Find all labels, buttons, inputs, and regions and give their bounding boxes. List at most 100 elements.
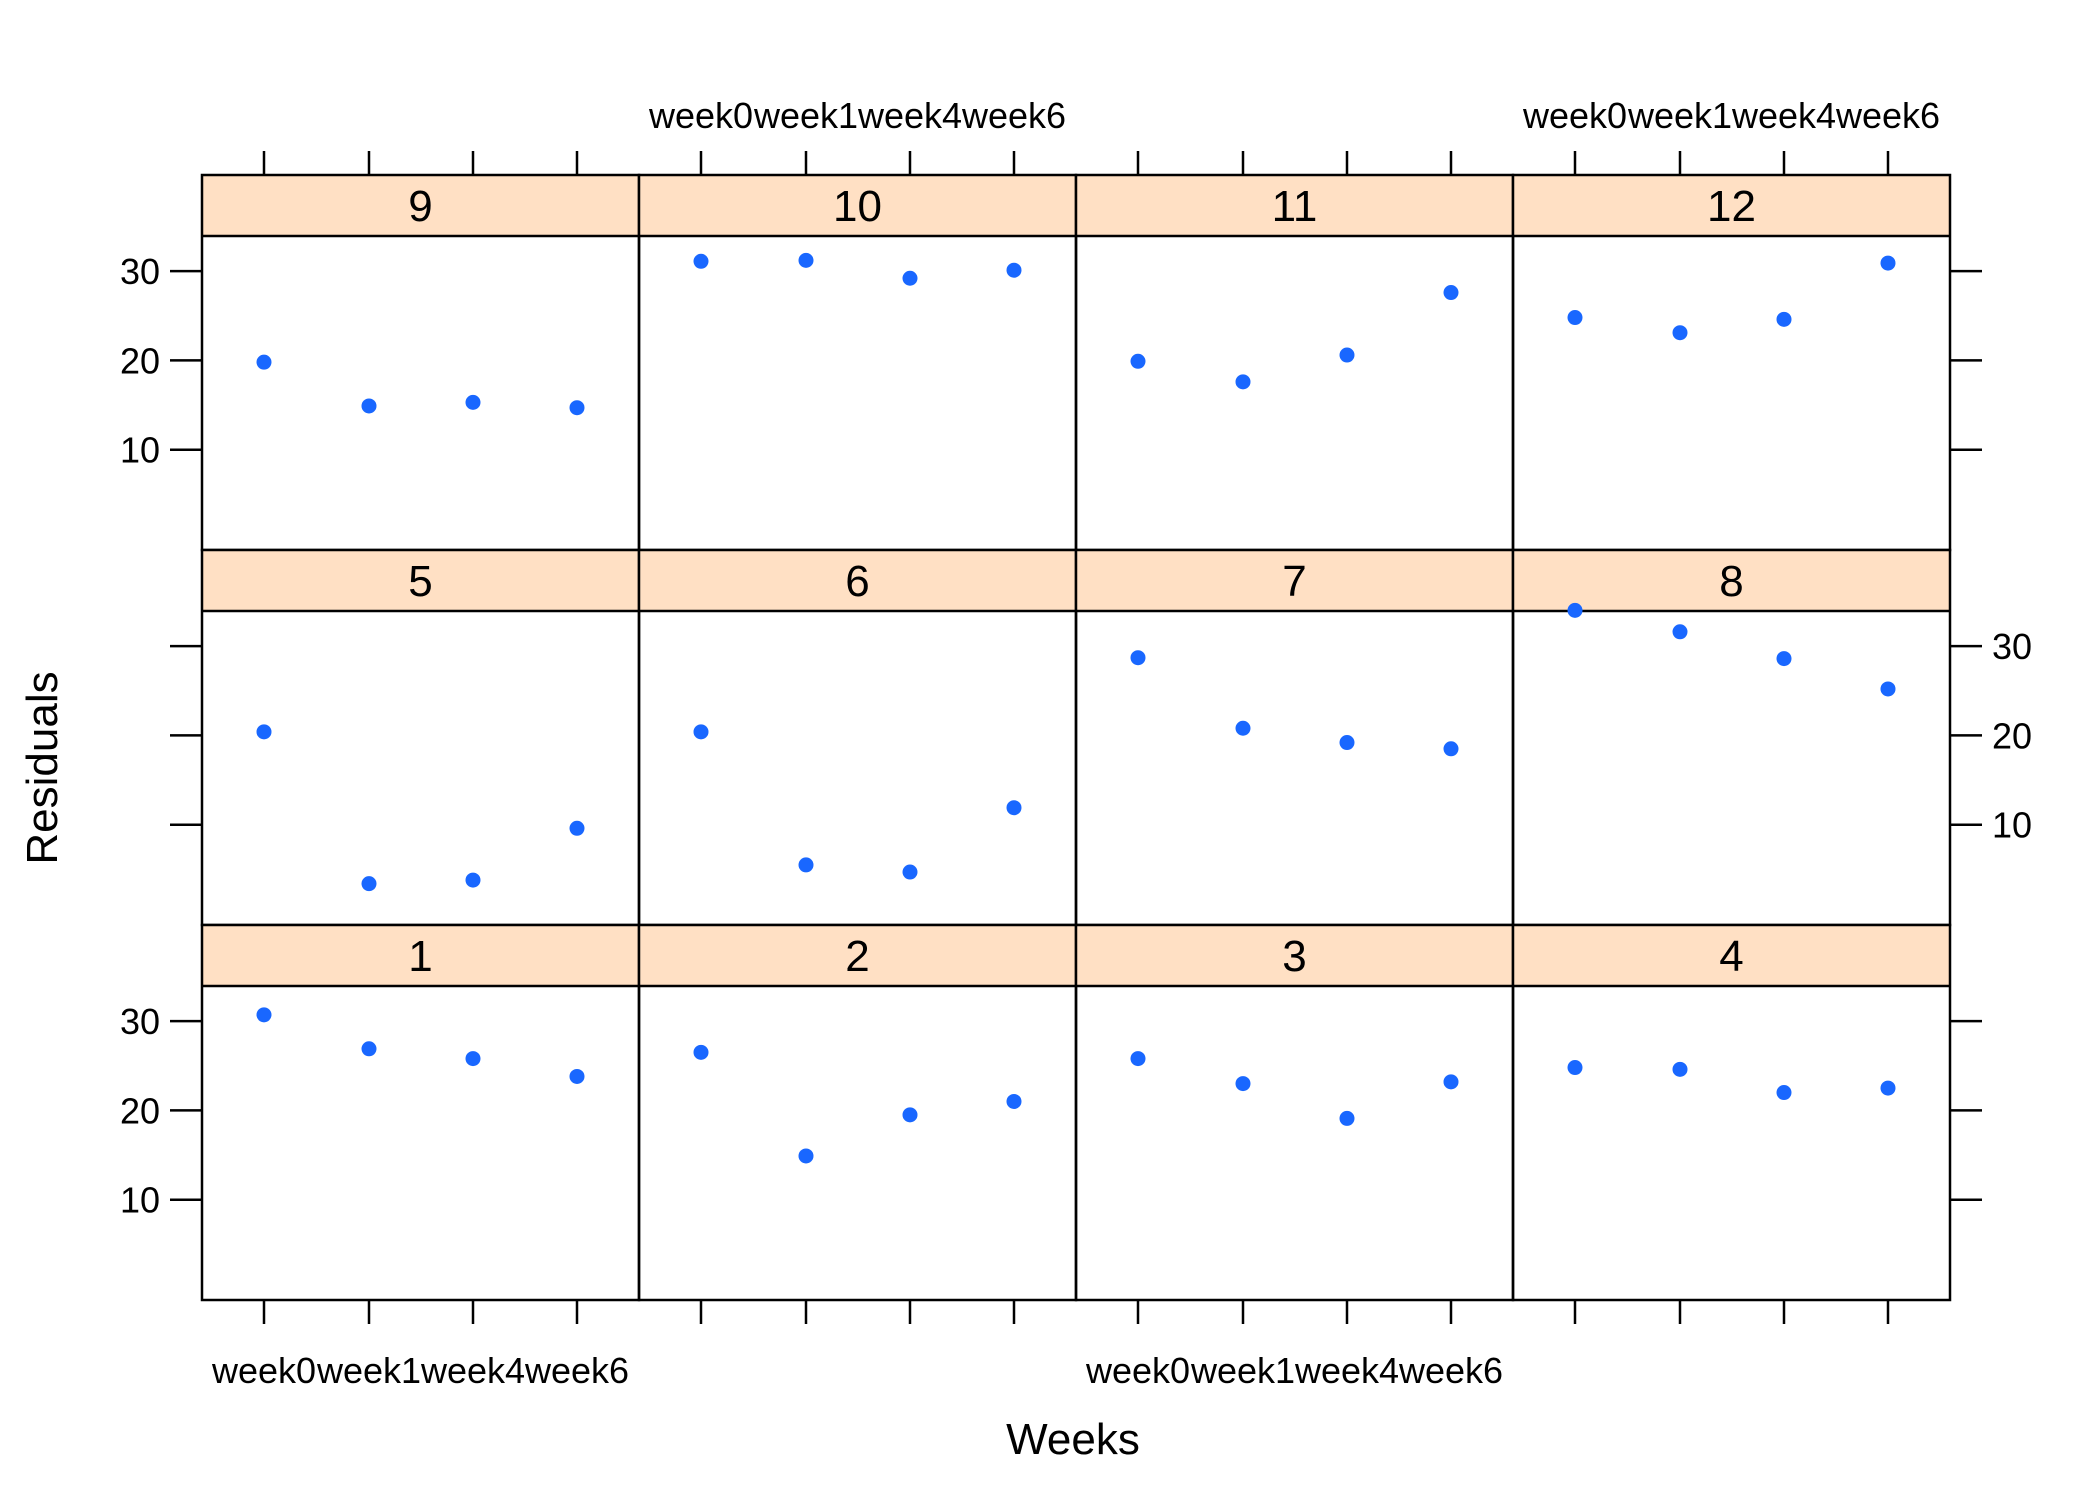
panels-layer: 9 10 11 125 6 7 81 2 3 4	[200, 173, 1952, 1302]
strip-label: 6	[845, 557, 869, 606]
data-point	[798, 1148, 814, 1164]
data-point	[465, 394, 481, 410]
x-tick-label: week4	[857, 95, 962, 136]
data-point	[902, 1107, 918, 1123]
data-point	[902, 270, 918, 286]
data-point	[1880, 1080, 1896, 1096]
x-tick-label: week6	[524, 1350, 629, 1391]
data-point	[465, 1051, 481, 1067]
y-tick-label: 20	[1992, 715, 2032, 756]
x-axis-label: Weeks	[1006, 1415, 1140, 1464]
data-point	[256, 724, 272, 740]
panel-12: 12	[1511, 173, 1952, 552]
strip-label: 12	[1707, 182, 1756, 231]
strip-background	[639, 925, 1076, 986]
x-tick-label: week0	[1085, 1350, 1190, 1391]
panel-9: 9	[200, 173, 641, 552]
panel-frame	[1511, 923, 1952, 1302]
data-point	[1672, 325, 1688, 341]
data-point	[569, 820, 585, 836]
strip-background	[202, 550, 639, 611]
data-point	[1006, 262, 1022, 278]
x-tick-label: week1	[1627, 95, 1732, 136]
data-point	[1443, 1074, 1459, 1090]
strip-background	[202, 175, 639, 236]
strip-background	[1076, 925, 1513, 986]
x-tick-label: week6	[961, 95, 1066, 136]
y-tick-label: 10	[120, 430, 160, 471]
x-tick-label: week4	[1294, 1350, 1399, 1391]
data-point	[1443, 285, 1459, 301]
data-point	[1880, 681, 1896, 697]
x-tick-label: week4	[1731, 95, 1836, 136]
data-point	[465, 872, 481, 888]
strip-background	[1513, 175, 1950, 236]
data-point	[798, 857, 814, 873]
data-point	[1339, 735, 1355, 751]
panel-7: 7	[1074, 548, 1515, 927]
data-point	[1339, 347, 1355, 363]
data-point	[1672, 1061, 1688, 1077]
data-point	[1235, 374, 1251, 390]
data-point	[1006, 800, 1022, 816]
panel-5: 5	[200, 548, 641, 927]
strip-label: 9	[408, 182, 432, 231]
data-point	[1776, 651, 1792, 667]
strip-label: 11	[1272, 182, 1318, 231]
data-point	[1235, 1076, 1251, 1092]
y-tick-label: 10	[1992, 805, 2032, 846]
strip-label: 5	[408, 557, 432, 606]
data-point	[1130, 650, 1146, 666]
data-point	[361, 1041, 377, 1057]
y-tick-label: 20	[120, 340, 160, 381]
y-tick-label: 30	[1992, 626, 2032, 667]
panel-1: 1	[200, 923, 641, 1302]
data-point	[569, 400, 585, 416]
strip-background	[1076, 550, 1513, 611]
strip-background	[1076, 175, 1513, 236]
panel-6: 6	[637, 548, 1078, 927]
x-tick-label: week1	[753, 95, 858, 136]
panel-2: 2	[637, 923, 1078, 1302]
x-tick-label: week0	[1522, 95, 1627, 136]
x-tick-label: week4	[420, 1350, 525, 1391]
data-point	[1443, 741, 1459, 757]
data-point	[1776, 1085, 1792, 1101]
strip-background	[1513, 550, 1950, 611]
panel-4: 4	[1511, 923, 1952, 1302]
y-tick-label: 10	[120, 1180, 160, 1221]
x-tick-label: week0	[648, 95, 753, 136]
y-tick-label: 30	[120, 251, 160, 292]
y-axis-label: Residuals	[18, 671, 67, 864]
strip-background	[639, 550, 1076, 611]
strip-label: 1	[408, 932, 432, 981]
panel-11: 11	[1074, 173, 1515, 552]
y-tick-label: 20	[120, 1090, 160, 1131]
x-tick-label: week1	[316, 1350, 421, 1391]
data-point	[1339, 1110, 1355, 1126]
x-tick-label: week1	[1190, 1350, 1295, 1391]
data-point	[1567, 602, 1583, 618]
data-point	[256, 1007, 272, 1023]
data-point	[1130, 353, 1146, 369]
strip-label: 7	[1282, 557, 1306, 606]
data-point	[1130, 1051, 1146, 1067]
data-point	[1776, 311, 1792, 327]
data-point	[361, 398, 377, 414]
x-tick-label: week6	[1835, 95, 1940, 136]
panel-3: 3	[1074, 923, 1515, 1302]
panel-10: 10	[637, 173, 1078, 552]
panel-8: 8	[1511, 548, 1952, 927]
data-point	[693, 724, 709, 740]
strip-background	[202, 925, 639, 986]
data-point	[693, 253, 709, 269]
strip-label: 3	[1282, 932, 1306, 981]
data-point	[569, 1068, 585, 1084]
y-tick-label: 30	[120, 1001, 160, 1042]
x-tick-label: week0	[211, 1350, 316, 1391]
strip-background	[1513, 925, 1950, 986]
strip-label: 8	[1719, 557, 1743, 606]
strip-background	[639, 175, 1076, 236]
x-tick-label: week6	[1398, 1350, 1503, 1391]
data-point	[693, 1044, 709, 1060]
